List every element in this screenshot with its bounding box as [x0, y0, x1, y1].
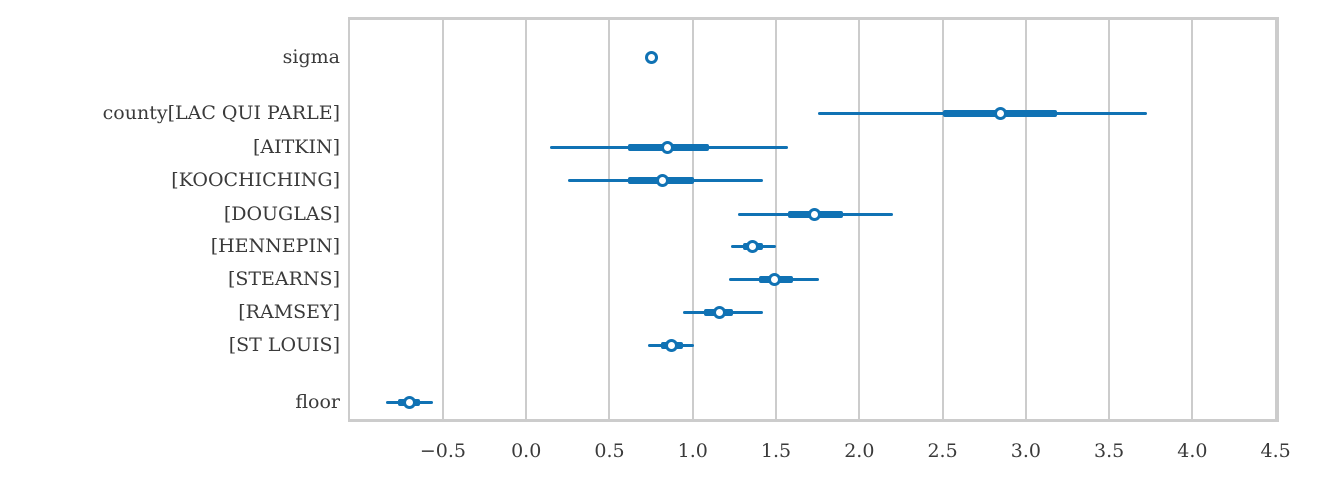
y-axis-label: [AITKIN] [252, 136, 340, 158]
x-gridline [525, 17, 528, 422]
x-axis-tick-label: 4.5 [1260, 440, 1291, 462]
right-spine [1277, 17, 1279, 422]
point-estimate-marker [712, 305, 726, 319]
x-gridline [608, 17, 611, 422]
y-axis-label: county[LAC QUI PARLE] [102, 102, 340, 124]
x-gridline [858, 17, 861, 422]
point-estimate-marker [994, 106, 1008, 120]
x-axis-tick-label: 1.0 [677, 440, 708, 462]
bottom-spine [348, 419, 1279, 422]
y-axis-label: sigma [282, 46, 340, 68]
x-axis-tick-label: 0.5 [594, 440, 625, 462]
x-axis-tick-label: 4.0 [1177, 440, 1208, 462]
point-estimate-marker [656, 173, 670, 187]
x-axis-tick-label: 2.0 [844, 440, 875, 462]
x-axis-tick-label: 0.0 [511, 440, 542, 462]
x-gridline [1274, 17, 1277, 422]
point-estimate-marker [807, 207, 821, 221]
y-axis-label: [DOUGLAS] [223, 203, 340, 225]
x-axis-tick-label: 3.5 [1094, 440, 1125, 462]
top-spine [348, 17, 1279, 20]
point-estimate-marker [403, 395, 417, 409]
y-axis-label: [KOOCHICHING] [171, 169, 340, 191]
point-estimate-marker [767, 272, 781, 286]
y-axis-label: [RAMSEY] [238, 301, 340, 323]
x-gridline [441, 17, 444, 422]
point-estimate-marker [644, 50, 658, 64]
x-gridline [1024, 17, 1027, 422]
x-axis-tick-label: 1.5 [760, 440, 792, 462]
y-axis-label: [STEARNS] [227, 268, 340, 290]
x-axis-tick-label: −0.5 [419, 440, 466, 462]
point-estimate-marker [664, 338, 678, 352]
x-axis-tick-label: 2.5 [927, 440, 958, 462]
x-gridline [1108, 17, 1111, 422]
point-estimate-marker [746, 239, 760, 253]
x-axis-tick-label: 3.0 [1010, 440, 1041, 462]
y-axis-label: [ST LOUIS] [228, 334, 340, 356]
x-gridline [775, 17, 778, 422]
y-axis-label: floor [295, 391, 340, 413]
point-estimate-marker [661, 140, 675, 154]
x-gridline [691, 17, 694, 422]
y-axis-label: [HENNEPIN] [210, 235, 340, 257]
x-gridline [1191, 17, 1194, 422]
left-spine [348, 17, 350, 422]
x-gridline [941, 17, 944, 422]
